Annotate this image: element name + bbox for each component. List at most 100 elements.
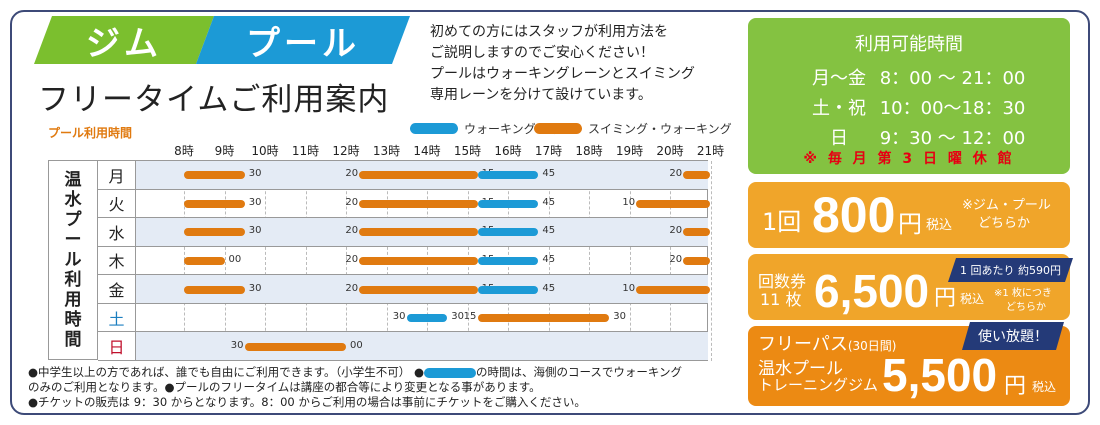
ticket-unit: 円 — [934, 286, 957, 311]
swimming-bar — [184, 256, 225, 265]
walking-bar — [477, 171, 539, 180]
freepass-line: 温水プール — [758, 359, 843, 379]
bar-start-label: 20 — [669, 253, 683, 265]
freepass-badge: 使い放題！ — [962, 322, 1064, 350]
hour-label: 13時 — [372, 144, 401, 158]
hours-line: 日 9：30 〜 12：00 — [804, 124, 1025, 150]
hour-gridline — [265, 161, 266, 361]
bar-start-label: 20 — [345, 253, 359, 265]
hour-label: 10時 — [251, 144, 279, 158]
hour-gridline — [629, 161, 631, 361]
day-label: 日 — [98, 332, 136, 360]
swimming-bar — [244, 342, 346, 351]
bar-end-label: 30 — [248, 168, 262, 180]
bar-start-label: 20 — [345, 168, 359, 180]
hour-gridline — [589, 161, 590, 361]
single-tax: 税込 — [926, 218, 953, 233]
bar-start-label: 15 — [463, 311, 477, 323]
freepass-panel: 使い放題！ フリーパス(30日間) 温水プール トレーニングジム 5,500 円… — [748, 326, 1070, 406]
walking-bar — [406, 314, 448, 323]
hour-label: 15時 — [453, 144, 482, 158]
day-label: 土 — [98, 303, 136, 332]
hour-label: 12時 — [332, 144, 360, 158]
bar-end-label: 45 — [542, 253, 556, 265]
swimming-bar — [359, 228, 478, 237]
swimming-bar — [683, 256, 711, 265]
swimming-bar — [184, 199, 245, 208]
schedule-label: プール利用時間 — [48, 126, 133, 140]
hour-label: 17時 — [534, 144, 563, 158]
hour-axis: 8時 9時 10時 11時 12時 13時 14時 15時 16時 17時 18時 19時 20時 21時 — [48, 142, 724, 158]
freepass-tax: 税込 — [1032, 380, 1057, 394]
schedule-row: 火3020154510 — [98, 189, 711, 219]
schedule-row: 土 30 30 15 30 — [98, 303, 708, 333]
day-label: 木 — [98, 246, 136, 275]
schedule-side-title: 温水プール利用時間 — [48, 160, 98, 360]
swimming-bar — [184, 285, 245, 294]
hours-day: 日 — [830, 128, 848, 149]
bar-end-label: 45 — [542, 225, 556, 237]
single-unit: 円 — [898, 210, 922, 238]
bar-start-label: 20 — [669, 225, 683, 237]
side-title-char: 水 — [64, 190, 82, 210]
ticket-note: どちらか — [1006, 302, 1046, 313]
side-title-char: ル — [64, 250, 82, 270]
hours-time: 9：30 〜 12：00 — [879, 128, 1026, 149]
hour-label: 21時 — [696, 144, 725, 158]
intro-line: 初めての方にはスタッフが利用方法を — [430, 24, 668, 40]
day-label: 火 — [98, 189, 136, 218]
day-label: 水 — [98, 218, 136, 246]
side-title-char: 間 — [64, 330, 82, 350]
hour-gridline — [670, 161, 671, 361]
swim-swatch — [534, 123, 582, 134]
walking-bar — [477, 199, 539, 208]
hour-label: 19時 — [615, 144, 644, 158]
bar-end-label: 00 — [228, 253, 242, 265]
schedule-row: 月3020154520 — [98, 161, 711, 190]
bar-start-label: 20 — [345, 225, 359, 237]
freepass-line: トレーニングジム — [758, 376, 879, 394]
bar-end-label: 30 — [248, 282, 262, 294]
single-price-panel: 1回 800 円 税込 ※ジム・プール どちらか — [748, 182, 1070, 248]
hours-day: 月〜金 — [812, 68, 866, 89]
walking-bar — [477, 256, 539, 265]
side-title-char: 時 — [64, 310, 82, 330]
schedule-row: 金3020154510 — [98, 275, 711, 304]
swimming-bar — [184, 228, 245, 237]
ticket-price-panel: 1 回あたり 約590円 回数券 11 枚 6,500 円 税込 ※1 枚につき… — [748, 254, 1070, 320]
walking-bar — [477, 228, 539, 237]
hour-gridline — [305, 161, 307, 361]
hour-gridline — [346, 161, 347, 361]
hours-time: 8：00 〜 21：00 — [879, 68, 1026, 89]
day-label: 月 — [98, 161, 136, 189]
swimming-bar — [359, 199, 478, 208]
bar-end-label: 45 — [542, 282, 556, 294]
hours-panel: 利用可能時間 月〜金 8：00 〜 21：00 土・祝 10：00〜18：30 … — [748, 18, 1070, 174]
gym-tag: ジム — [34, 16, 214, 64]
intro-line: ご説明しますのでご安心ください！ — [430, 45, 654, 61]
bar-start-label: 20 — [345, 196, 359, 208]
intro-text: 初めての方にはスタッフが利用方法を ご説明しますのでご安心ください！ プールはウ… — [430, 22, 740, 106]
swimming-bar — [683, 228, 711, 237]
ticket-badge-price: 約590円 — [1018, 264, 1061, 277]
bar-start-label: 20 — [669, 168, 683, 180]
hours-line: 土・祝 10：00〜18：30 — [804, 94, 1025, 120]
freepass-price: 5,500 — [882, 349, 998, 401]
single-price: 800 — [812, 187, 896, 243]
note-line: ●チケットの販売は 9：30 からとなります。8：00 からご利用の場合は事前に… — [28, 395, 586, 409]
freepass-unit: 円 — [1004, 374, 1027, 399]
intro-line: 専用レーンを分けて設けています。 — [430, 87, 652, 103]
note-line: のみのご利用となります。●プールのフリータイムは講座の都合等により変更となる事が… — [28, 380, 541, 394]
note-line: ●中学生以上の方であれば、誰でも自由にご利用できます。（小学生不可） ● — [28, 365, 424, 379]
hours-panel-title: 利用可能時間 — [855, 34, 963, 55]
bar-start-label: 30 — [230, 339, 244, 351]
swimming-bar — [683, 171, 711, 180]
note-line: の時間は、海側のコースでウォーキング — [475, 365, 683, 379]
hour-gridline — [710, 161, 712, 361]
hours-day: 土・祝 — [812, 98, 866, 119]
legend-swim: スイミング・ウォーキング — [534, 120, 732, 137]
bar-end-label: 30 — [613, 311, 626, 323]
freepass-title-text: フリーパス — [758, 334, 848, 355]
swimming-bar — [359, 256, 478, 265]
hour-label: 16時 — [494, 144, 522, 158]
